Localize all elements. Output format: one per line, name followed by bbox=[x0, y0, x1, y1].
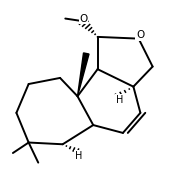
Text: O: O bbox=[79, 14, 87, 24]
Polygon shape bbox=[77, 53, 89, 96]
Text: O: O bbox=[136, 31, 144, 41]
Text: H: H bbox=[75, 151, 82, 161]
Text: H: H bbox=[116, 95, 123, 105]
